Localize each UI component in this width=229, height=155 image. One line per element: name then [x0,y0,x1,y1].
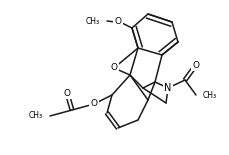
Text: O: O [110,64,117,73]
Text: CH₃: CH₃ [29,111,43,120]
Text: CH₃: CH₃ [85,16,100,26]
Text: O: O [114,18,121,27]
Text: O: O [63,89,70,97]
Text: O: O [90,100,97,108]
Text: O: O [192,60,199,69]
Text: N: N [164,83,171,93]
Text: CH₃: CH₃ [202,91,216,100]
